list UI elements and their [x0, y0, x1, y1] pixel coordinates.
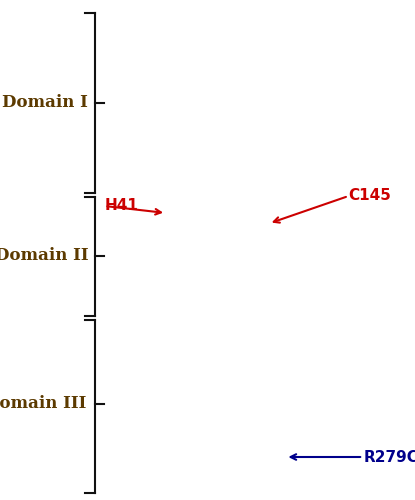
Text: R279C: R279C	[363, 450, 415, 464]
Text: Domain II: Domain II	[0, 248, 88, 264]
Text: Domain I: Domain I	[2, 94, 88, 111]
Text: C145: C145	[349, 188, 391, 204]
Text: H41: H41	[105, 198, 139, 214]
Text: Domain III: Domain III	[0, 396, 86, 412]
